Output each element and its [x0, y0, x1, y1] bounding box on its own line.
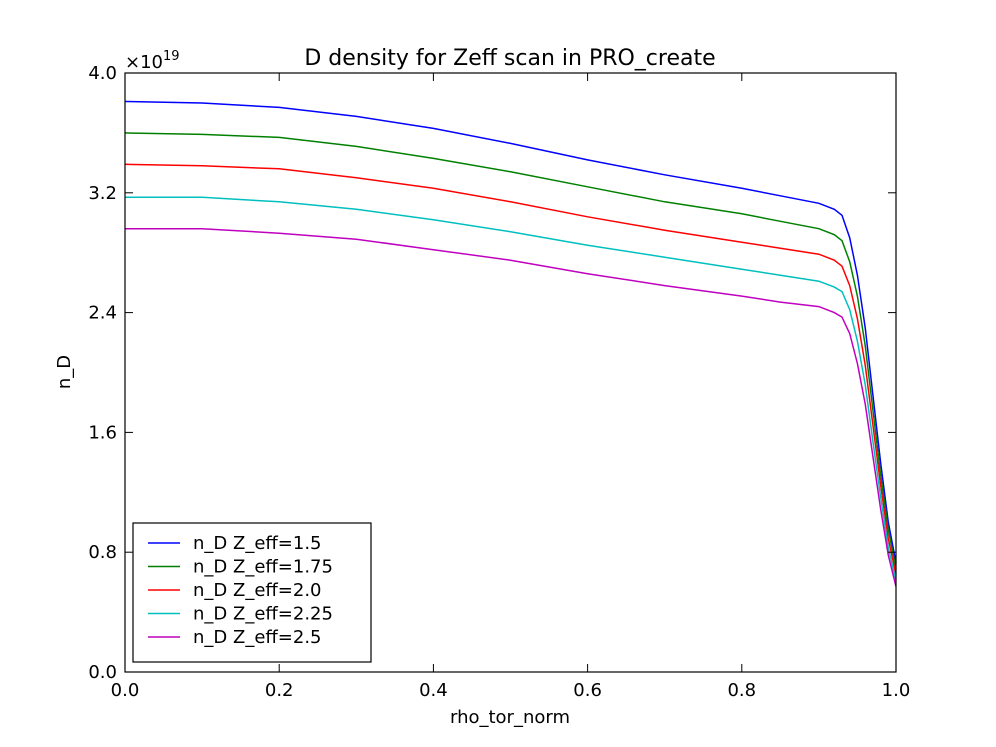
legend-entry: n_D Z_eff=2.25	[193, 604, 333, 625]
x-tick-label: 0.2	[265, 680, 294, 701]
y-tick-label: 0.0	[88, 662, 117, 683]
y-multiplier-exponent: 19	[163, 49, 180, 64]
x-axis-label: rho_tor_norm	[450, 707, 570, 728]
x-tick-label: 0.8	[727, 680, 756, 701]
series-line-4	[125, 227, 897, 587]
legend-box	[132, 522, 372, 663]
x-tick-label: 0.4	[419, 680, 448, 701]
y-tick-label: 2.4	[88, 303, 117, 324]
series-line-3	[125, 196, 897, 581]
y-tick-label: 4.0	[88, 63, 117, 84]
legend-entry: n_D Z_eff=2.0	[193, 580, 322, 601]
y-multiplier: ×1019	[125, 49, 180, 73]
series-line-2	[124, 163, 897, 575]
y-tick-label: 1.6	[88, 422, 117, 443]
y-axis-label: n_D	[54, 355, 75, 389]
chart-title: D density for Zeff scan in PRO_create	[304, 46, 715, 71]
legend-entry: n_D Z_eff=2.5	[193, 627, 322, 648]
series-line-0	[124, 100, 897, 563]
plot-frame	[124, 72, 897, 673]
y-tick-label: 3.2	[88, 183, 117, 204]
series-line-1	[124, 132, 897, 569]
x-tick-label: 0.6	[573, 680, 602, 701]
x-tick-label: 0.0	[111, 680, 140, 701]
legend: n_D Z_eff=1.5 n_D Z_eff=1.75n_D Z_eff=2.0…	[132, 522, 372, 663]
y-multiplier-base: ×10	[125, 52, 163, 73]
x-tick-label: 1.0	[882, 680, 911, 701]
y-tick-label: 0.8	[88, 542, 117, 563]
legend-entry: n_D Z_eff=1.5	[193, 533, 322, 554]
legend-entry: n_D Z_eff=1.75	[193, 557, 333, 578]
